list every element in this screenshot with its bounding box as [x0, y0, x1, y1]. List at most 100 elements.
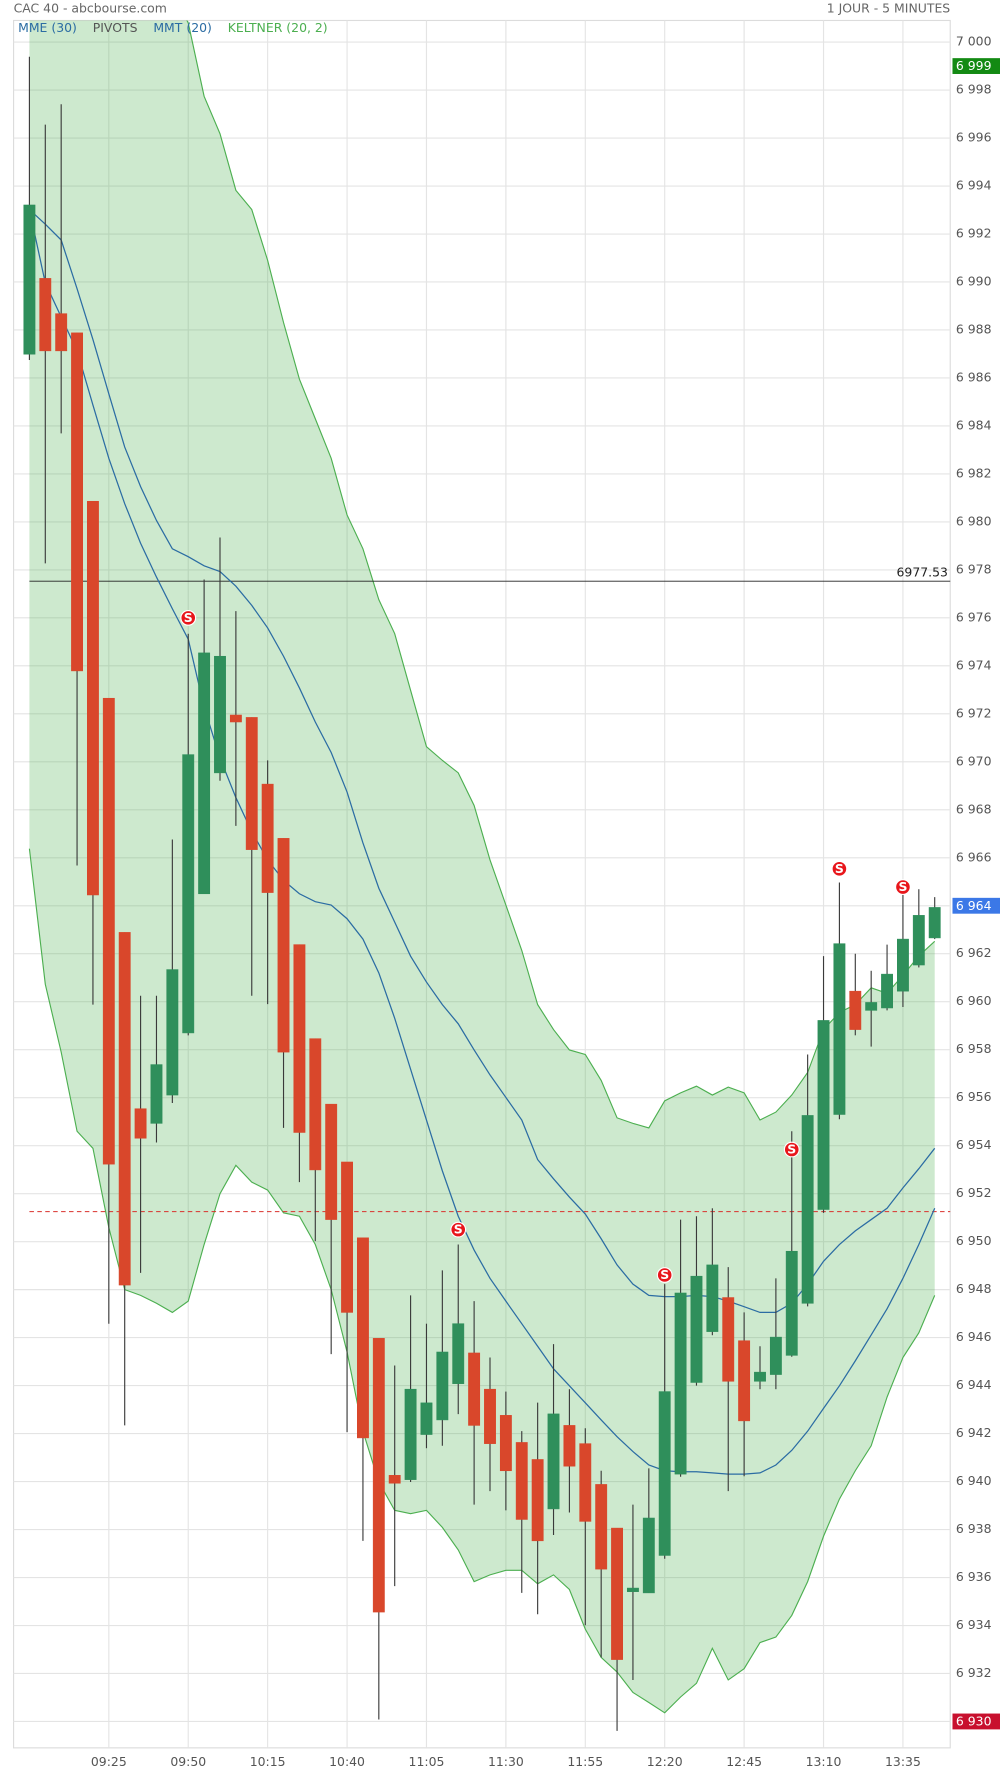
candle-body — [39, 278, 52, 352]
y-tick-label: 6 946 — [956, 1329, 992, 1344]
keltner-lower — [28, 848, 936, 1714]
x-tick-label: 11:55 — [567, 1754, 603, 1769]
y-tick-label: 6 972 — [956, 705, 992, 720]
x-tick-label: 12:20 — [647, 1754, 683, 1769]
candle-body — [499, 1415, 512, 1472]
legend-entry: MMT (20) — [153, 20, 212, 35]
y-tick-label: 6 966 — [956, 849, 992, 864]
candle-body — [102, 697, 115, 1165]
candle-body — [595, 1484, 608, 1570]
moving-average — [28, 209, 936, 1475]
keltner-upper — [186, 20, 936, 1129]
y-tick-label: 6 970 — [956, 753, 992, 768]
plot-frame — [13, 19, 951, 1749]
x-tick-label: 13:35 — [885, 1754, 921, 1769]
x-tick-label: 12:45 — [726, 1754, 762, 1769]
candle-body — [436, 1351, 449, 1421]
candle-body — [912, 915, 925, 966]
signal-marker — [783, 1141, 800, 1158]
y-tick-label: 6 980 — [956, 513, 992, 528]
y-tick-label: 6 998 — [956, 82, 992, 97]
candle-body — [642, 1517, 655, 1594]
candle-body — [674, 1292, 687, 1475]
y-tick-label: 6 952 — [956, 1185, 992, 1200]
candle-body — [214, 655, 226, 774]
signal-label: S — [660, 1267, 669, 1282]
legend-entry: MME (30) — [18, 20, 77, 35]
y-tick-label: 6 996 — [956, 130, 992, 145]
signal-label: S — [787, 1142, 796, 1157]
candle-body — [690, 1275, 703, 1383]
price-badge-label: 6 964 — [956, 898, 992, 913]
price-badge-label: 6 930 — [956, 1714, 992, 1729]
candle-body — [531, 1459, 544, 1542]
y-tick-label: 6 942 — [956, 1425, 992, 1440]
x-tick-label: 10:15 — [250, 1754, 286, 1769]
y-tick-label: 6 932 — [956, 1665, 992, 1680]
x-tick-label: 11:05 — [409, 1754, 445, 1769]
y-tick-label: 6 988 — [956, 321, 992, 336]
candle-body — [833, 943, 846, 1115]
candle-body — [769, 1336, 782, 1375]
signal-label: S — [898, 879, 907, 894]
candle-body — [817, 1020, 830, 1210]
candle-body — [372, 1338, 385, 1613]
candle-body — [849, 990, 862, 1030]
keltner-band — [29, 20, 935, 1713]
signal-marker — [656, 1267, 673, 1283]
candle-body — [404, 1388, 417, 1480]
signal-label: S — [454, 1222, 463, 1237]
candle-body — [881, 973, 893, 1009]
y-tick-label: 6 994 — [956, 178, 992, 193]
signal-marker — [895, 879, 911, 895]
candle-body — [134, 1108, 147, 1139]
y-tick-label: 6 986 — [956, 369, 992, 384]
candle-body — [563, 1425, 576, 1467]
y-tick-label: 6 938 — [956, 1521, 992, 1536]
candle-body — [627, 1587, 639, 1592]
candle-body — [261, 783, 274, 893]
signal-marker — [831, 860, 848, 877]
y-tick-label: 6 950 — [956, 1233, 992, 1248]
y-tick-label: 7 000 — [956, 34, 992, 49]
legend-entry: KELTNER (20, 2) — [228, 20, 328, 35]
candle-body — [484, 1388, 496, 1444]
y-tick-label: 6 954 — [956, 1137, 992, 1152]
x-tick-label: 10:40 — [329, 1754, 365, 1769]
candle-body — [738, 1340, 751, 1422]
candle-body — [23, 204, 36, 355]
candle-body — [754, 1371, 766, 1382]
y-tick-label: 6 934 — [956, 1617, 992, 1632]
candle-body — [722, 1297, 735, 1382]
y-tick-label: 6 982 — [956, 465, 992, 480]
candle-body — [452, 1323, 465, 1384]
y-tick-label: 6 958 — [956, 1041, 992, 1056]
candle-body — [611, 1527, 623, 1660]
candle-body — [293, 944, 306, 1133]
y-tick-label: 6 948 — [956, 1281, 992, 1296]
signal-marker — [180, 609, 197, 626]
y-tick-label: 6 984 — [956, 417, 992, 432]
y-tick-label: 6 962 — [956, 945, 992, 960]
candle-body — [388, 1475, 401, 1484]
y-tick-label: 6 956 — [956, 1089, 992, 1104]
candle-body — [515, 1442, 528, 1520]
candle-body — [182, 754, 195, 1034]
candle-body — [801, 1115, 814, 1304]
candle-body — [547, 1413, 560, 1510]
x-tick-label: 11:30 — [488, 1754, 524, 1769]
signal-label: S — [835, 861, 844, 876]
candle-body — [341, 1161, 353, 1313]
y-tick-label: 6 936 — [956, 1569, 992, 1584]
legend-entry: PIVOTS — [93, 20, 138, 35]
price-badge — [952, 1713, 1000, 1730]
candle-body — [55, 313, 68, 352]
candle-body — [420, 1402, 433, 1435]
candle-body — [325, 1103, 338, 1220]
candle-body — [706, 1264, 719, 1332]
candle-body — [229, 714, 242, 723]
candle-body — [150, 1064, 163, 1124]
candle-body — [785, 1250, 798, 1356]
candle-body — [245, 717, 258, 850]
y-tick-label: 6 940 — [956, 1473, 992, 1488]
